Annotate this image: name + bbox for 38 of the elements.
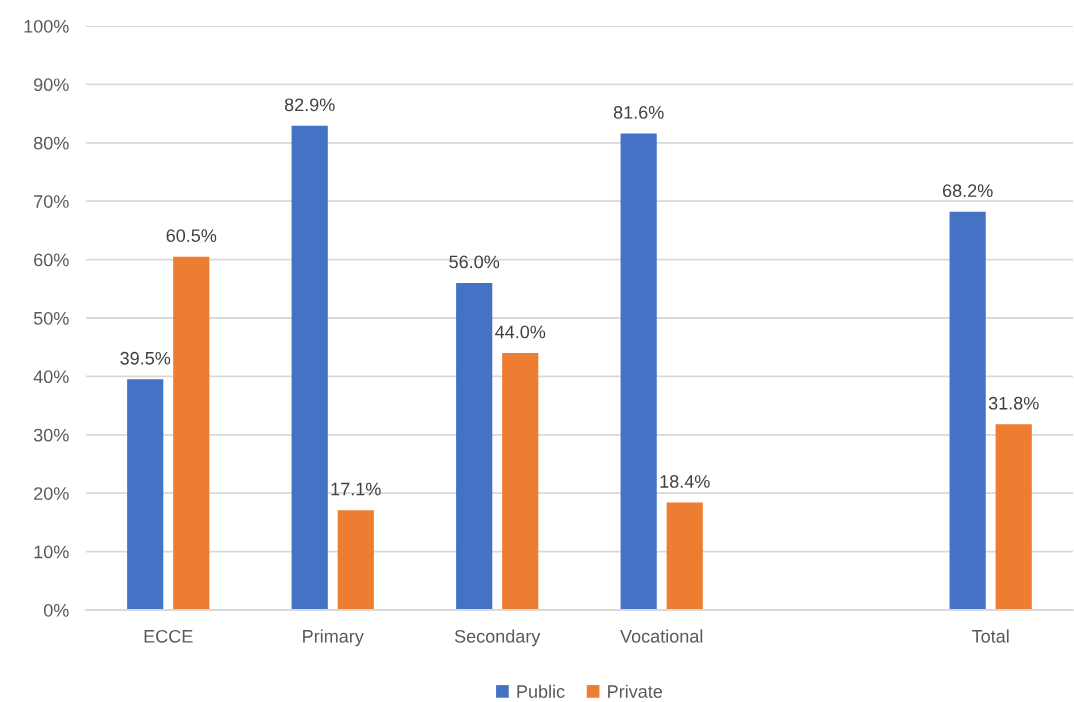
y-tick-label: 0% <box>43 603 69 617</box>
y-tick-label: 80% <box>33 136 69 150</box>
y-tick-label: 70% <box>34 195 69 208</box>
y-tick-label: 10% <box>34 545 69 559</box>
bar <box>995 424 1032 610</box>
x-tick-label: Total <box>972 629 1009 643</box>
y-tick-label: 30% <box>33 428 69 442</box>
data-label: 81.6% <box>613 105 664 119</box>
data-label: 17.1% <box>331 482 381 496</box>
y-tick-label: 100% <box>24 19 69 33</box>
bar <box>337 510 374 610</box>
data-label: 68.2% <box>942 184 993 198</box>
x-tick-label: Secondary <box>454 629 541 647</box>
bar <box>502 353 539 610</box>
data-label: 60.5% <box>166 229 217 242</box>
x-tick-label: ECCE <box>144 629 193 643</box>
legend-label: Private <box>608 684 663 698</box>
data-label: 39.5% <box>120 351 171 365</box>
y-tick-label: 40% <box>33 370 69 384</box>
y-tick-label: 90% <box>34 78 69 92</box>
data-label: 82.9% <box>284 98 335 112</box>
bar <box>666 502 703 610</box>
bar <box>291 125 328 610</box>
data-label: 56.0% <box>449 255 500 269</box>
bar <box>620 133 657 610</box>
bar <box>127 379 164 610</box>
y-tick-label: 60% <box>34 253 69 267</box>
x-tick-label: Vocational <box>620 629 703 643</box>
bar <box>173 256 210 610</box>
data-label: 44.0% <box>495 325 546 339</box>
bar <box>456 282 493 610</box>
data-label: 31.8% <box>988 396 1039 410</box>
y-tick-label: 50% <box>33 311 69 325</box>
y-tick-label: 20% <box>34 487 69 500</box>
data-label: 18.4% <box>660 475 710 488</box>
legend-label: Public <box>517 684 565 698</box>
x-tick-label: Primary <box>303 629 364 647</box>
bar <box>949 211 986 610</box>
